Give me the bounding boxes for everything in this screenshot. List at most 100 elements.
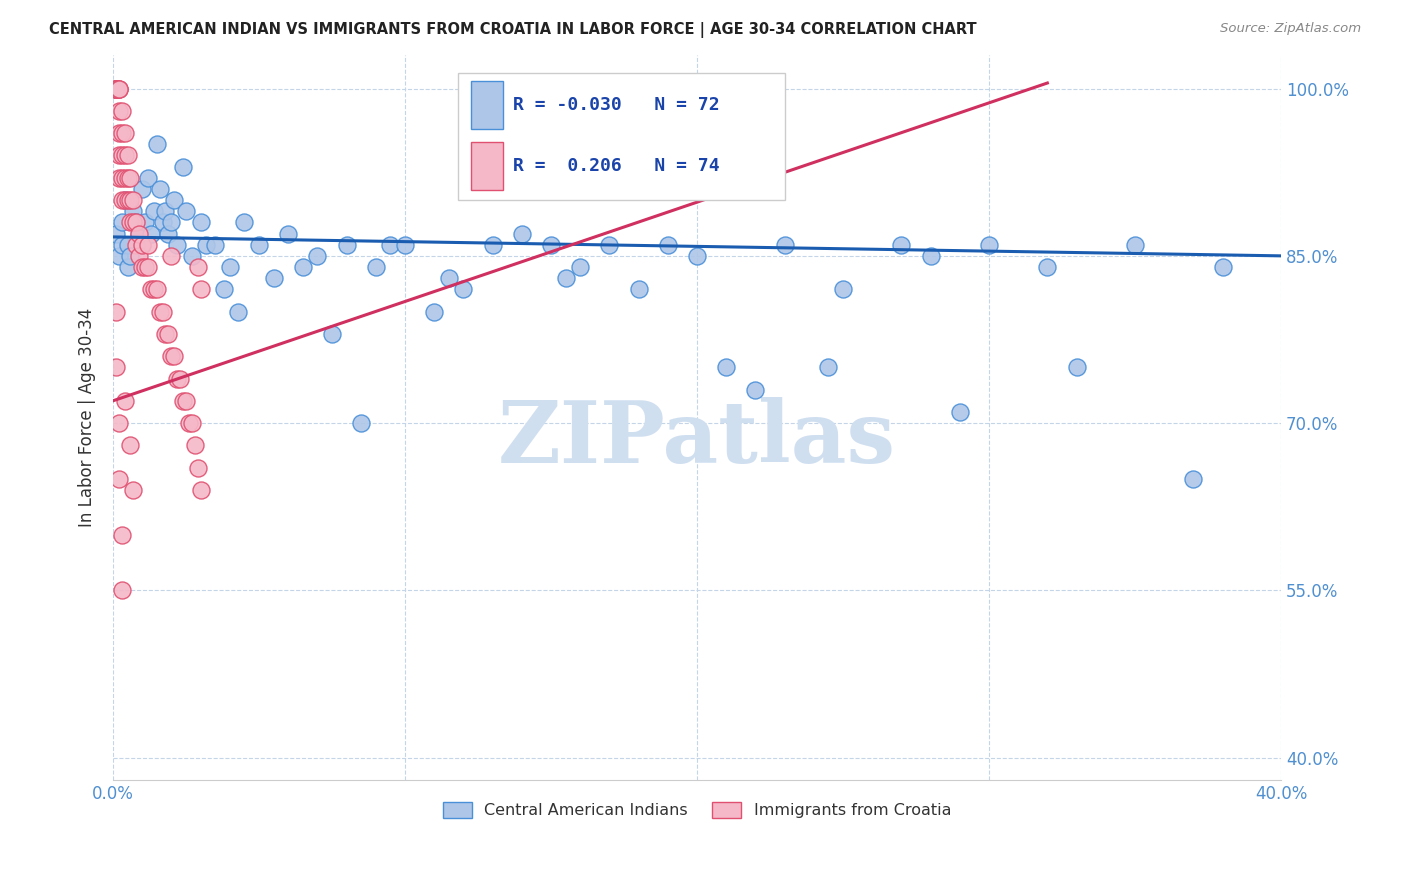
Point: [160, 215, 183, 229]
Point: [134, 260, 156, 274]
Text: Source: ZipAtlas.com: Source: ZipAtlas.com: [1220, 22, 1361, 36]
Point: [125, 237, 148, 252]
Point: [187, 460, 209, 475]
Point: [149, 304, 172, 318]
Point: [139, 282, 162, 296]
Text: ZIPatlas: ZIPatlas: [498, 397, 896, 482]
Point: [117, 260, 139, 274]
Point: [247, 237, 270, 252]
Point: [107, 249, 129, 263]
Point: [104, 81, 127, 95]
Point: [120, 193, 142, 207]
Point: [169, 371, 191, 385]
Point: [686, 249, 709, 263]
Point: [204, 237, 226, 252]
Point: [117, 237, 139, 252]
Point: [136, 260, 159, 274]
Point: [111, 126, 134, 140]
Point: [120, 215, 142, 229]
Point: [180, 416, 202, 430]
Point: [1066, 360, 1088, 375]
Point: [1212, 260, 1234, 274]
Point: [744, 383, 766, 397]
Point: [104, 81, 127, 95]
Point: [125, 215, 148, 229]
Point: [657, 237, 679, 252]
Point: [152, 215, 174, 229]
Point: [277, 227, 299, 241]
Point: [131, 182, 153, 196]
Point: [166, 237, 188, 252]
Point: [157, 227, 180, 241]
Point: [104, 360, 127, 375]
Y-axis label: In Labor Force | Age 30-34: In Labor Force | Age 30-34: [79, 308, 96, 527]
Point: [114, 393, 136, 408]
Point: [180, 249, 202, 263]
Point: [321, 326, 343, 341]
Text: CENTRAL AMERICAN INDIAN VS IMMIGRANTS FROM CROATIA IN LABOR FORCE | AGE 30-34 CO: CENTRAL AMERICAN INDIAN VS IMMIGRANTS FR…: [49, 22, 977, 38]
Point: [145, 282, 167, 296]
Point: [104, 81, 127, 95]
Point: [114, 193, 136, 207]
Point: [104, 227, 127, 241]
Point: [122, 215, 145, 229]
Point: [114, 193, 136, 207]
Point: [104, 81, 127, 95]
Point: [163, 349, 186, 363]
Point: [817, 360, 839, 375]
Point: [111, 583, 134, 598]
Point: [111, 193, 134, 207]
Point: [174, 393, 197, 408]
Point: [104, 81, 127, 95]
Point: [190, 215, 212, 229]
Point: [111, 170, 134, 185]
Point: [122, 204, 145, 219]
Point: [890, 237, 912, 252]
Point: [104, 81, 127, 95]
Point: [128, 249, 150, 263]
Point: [131, 260, 153, 274]
Point: [195, 237, 218, 252]
Point: [977, 237, 1000, 252]
Point: [117, 170, 139, 185]
Point: [114, 170, 136, 185]
Point: [111, 527, 134, 541]
Point: [291, 260, 314, 274]
Point: [380, 237, 402, 252]
Point: [163, 193, 186, 207]
Point: [160, 249, 183, 263]
Point: [187, 260, 209, 274]
Point: [218, 260, 240, 274]
Point: [832, 282, 855, 296]
Point: [145, 137, 167, 152]
Point: [714, 360, 737, 375]
Point: [111, 215, 134, 229]
Point: [554, 271, 576, 285]
Point: [142, 204, 165, 219]
Point: [111, 237, 134, 252]
Point: [107, 416, 129, 430]
Point: [510, 227, 533, 241]
Point: [481, 237, 503, 252]
Point: [177, 416, 200, 430]
Point: [190, 483, 212, 497]
Point: [1182, 472, 1205, 486]
Point: [104, 81, 127, 95]
Point: [111, 103, 134, 118]
Point: [114, 148, 136, 162]
Point: [107, 126, 129, 140]
Point: [423, 304, 446, 318]
Point: [120, 438, 142, 452]
Point: [212, 282, 235, 296]
Point: [117, 148, 139, 162]
Point: [157, 326, 180, 341]
Point: [136, 237, 159, 252]
Point: [122, 483, 145, 497]
Legend: Central American Indians, Immigrants from Croatia: Central American Indians, Immigrants fro…: [434, 794, 959, 826]
Point: [263, 271, 285, 285]
Point: [107, 472, 129, 486]
Point: [149, 182, 172, 196]
Point: [160, 349, 183, 363]
Point: [364, 260, 387, 274]
Point: [949, 405, 972, 419]
